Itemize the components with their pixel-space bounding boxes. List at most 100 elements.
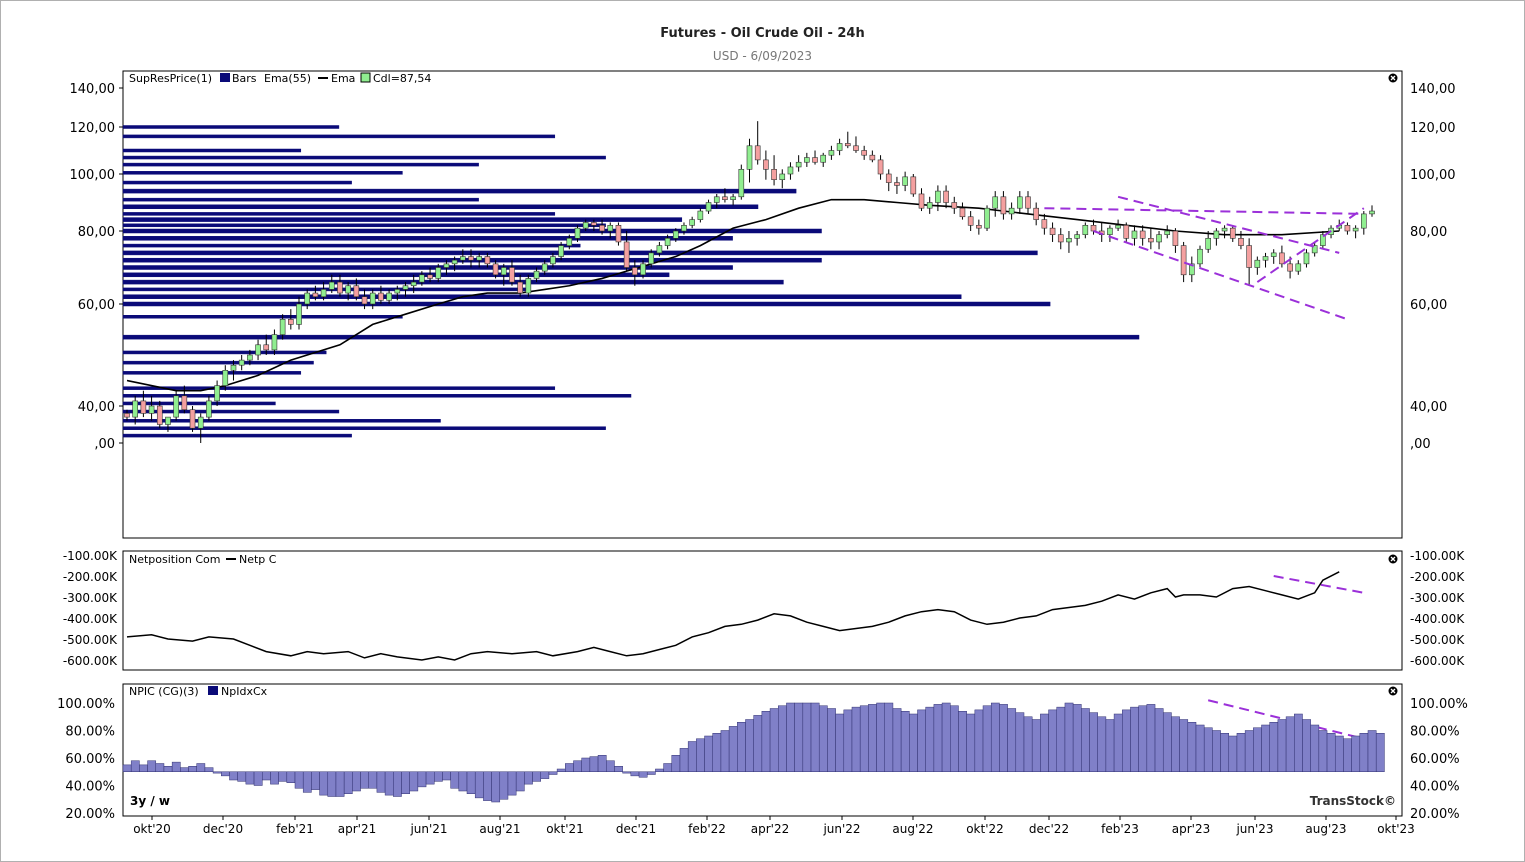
price-legend-cdl: Cdl=87,54: [373, 72, 431, 85]
support-resistance-bar: [122, 217, 683, 222]
candle-body: [165, 416, 171, 425]
candle-body: [468, 256, 474, 261]
candle-body: [722, 196, 728, 200]
netpos-close-icon[interactable]: [1388, 554, 1398, 564]
candle-body: [492, 263, 499, 276]
npic-bar: [671, 755, 681, 772]
npic-bar: [1212, 730, 1221, 772]
support-resistance-bar: [122, 433, 352, 438]
candle-body: [361, 296, 368, 305]
npic-bar: [515, 771, 525, 792]
candle-body: [935, 190, 941, 203]
npic-bar: [1294, 713, 1303, 772]
page-title: Futures - Oil Crude Oil - 24h: [660, 26, 865, 41]
npic-bar: [663, 763, 673, 772]
candle-body: [984, 207, 990, 229]
npic-bar: [1187, 722, 1197, 772]
npic-bar: [188, 766, 197, 772]
npic-bar: [843, 709, 853, 772]
npic-bar: [696, 738, 705, 772]
candle-body: [509, 267, 515, 283]
candle-body: [337, 281, 343, 294]
x-tick-label: feb'23: [1101, 822, 1139, 836]
candle-body: [500, 267, 507, 276]
npic-bar: [204, 767, 214, 772]
npic-bar: [540, 771, 550, 779]
npic-bar: [245, 771, 255, 785]
price-trend-line: [1117, 195, 1340, 254]
npic-bar: [745, 719, 754, 772]
npic-bar: [171, 761, 181, 772]
npic-bar: [1130, 706, 1139, 772]
npic-bar: [1146, 704, 1156, 772]
netpos-y-tick-left: -500.00K: [63, 633, 118, 647]
support-resistance-bar: [122, 212, 556, 216]
npic-bar: [450, 771, 460, 789]
candle-body: [1074, 234, 1080, 239]
npic-y-tick-left: 40.00%: [65, 780, 115, 795]
npic-bar: [1072, 704, 1082, 772]
candle-body: [918, 193, 925, 209]
npic-bar: [270, 771, 279, 785]
npic-bar: [237, 771, 247, 782]
npic-bar: [606, 760, 615, 772]
candle-body: [214, 385, 220, 402]
npic-bar: [294, 771, 304, 789]
npic-bar: [769, 708, 779, 772]
candle-body: [1164, 230, 1171, 235]
npic-bar: [221, 771, 230, 777]
npic-bar: [1244, 730, 1254, 772]
candle-body: [1148, 238, 1154, 243]
netpos-trend-line: [1273, 575, 1364, 594]
npic-y-tick-left: 20.00%: [65, 807, 115, 822]
candle-body: [1008, 207, 1015, 215]
npic-close-icon[interactable]: [1388, 686, 1398, 696]
candle-body: [558, 245, 564, 257]
npic-bar: [1007, 708, 1017, 772]
candle-body: [967, 216, 974, 226]
x-tick-label: dec'21: [616, 822, 656, 836]
candle-body: [771, 169, 777, 181]
npic-bar: [229, 771, 238, 781]
npic-bar: [974, 709, 984, 772]
npic-bar: [638, 771, 648, 778]
npic-bar: [1015, 712, 1025, 772]
candle-body: [427, 274, 433, 279]
npic-bar: [925, 706, 935, 772]
support-resistance-bar: [122, 155, 606, 160]
npic-y-tick-right: 20.00%: [1410, 807, 1460, 822]
x-tick-label: okt'23: [1377, 822, 1415, 836]
npic-bar: [1138, 705, 1148, 772]
npic-bar: [573, 760, 582, 772]
candle-body: [550, 256, 556, 265]
candle-body: [271, 334, 278, 351]
candle-body: [730, 196, 736, 200]
candle-body: [443, 263, 450, 268]
npic-bar: [1162, 712, 1172, 772]
candle-body: [754, 145, 761, 161]
netpos-y-tick-left: -100.00K: [63, 549, 118, 563]
price-y-tick-right: 60,00: [1410, 298, 1447, 313]
price-y-tick-right: 40,00: [1410, 400, 1447, 415]
candle-body: [1221, 227, 1228, 232]
candle-body: [902, 176, 908, 186]
candle-body: [197, 416, 204, 429]
npic-bar: [1040, 713, 1049, 772]
npic-bar: [614, 766, 623, 772]
npic-bar: [884, 702, 894, 772]
npic-bar: [1326, 733, 1336, 772]
candle-body: [1041, 219, 1048, 229]
candle-body: [804, 157, 810, 163]
candle-body: [345, 285, 351, 294]
support-resistance-bar: [122, 243, 581, 248]
npic-bar: [728, 726, 738, 772]
candle-body: [894, 182, 900, 186]
npic-bar: [1154, 708, 1164, 772]
npic-bar: [1310, 724, 1320, 772]
price-close-icon[interactable]: [1388, 73, 1398, 83]
candle-body: [353, 285, 360, 297]
candle-body: [795, 161, 802, 168]
support-resistance-bar: [122, 315, 403, 319]
npic-bar: [425, 771, 435, 785]
candle-body: [173, 395, 179, 418]
